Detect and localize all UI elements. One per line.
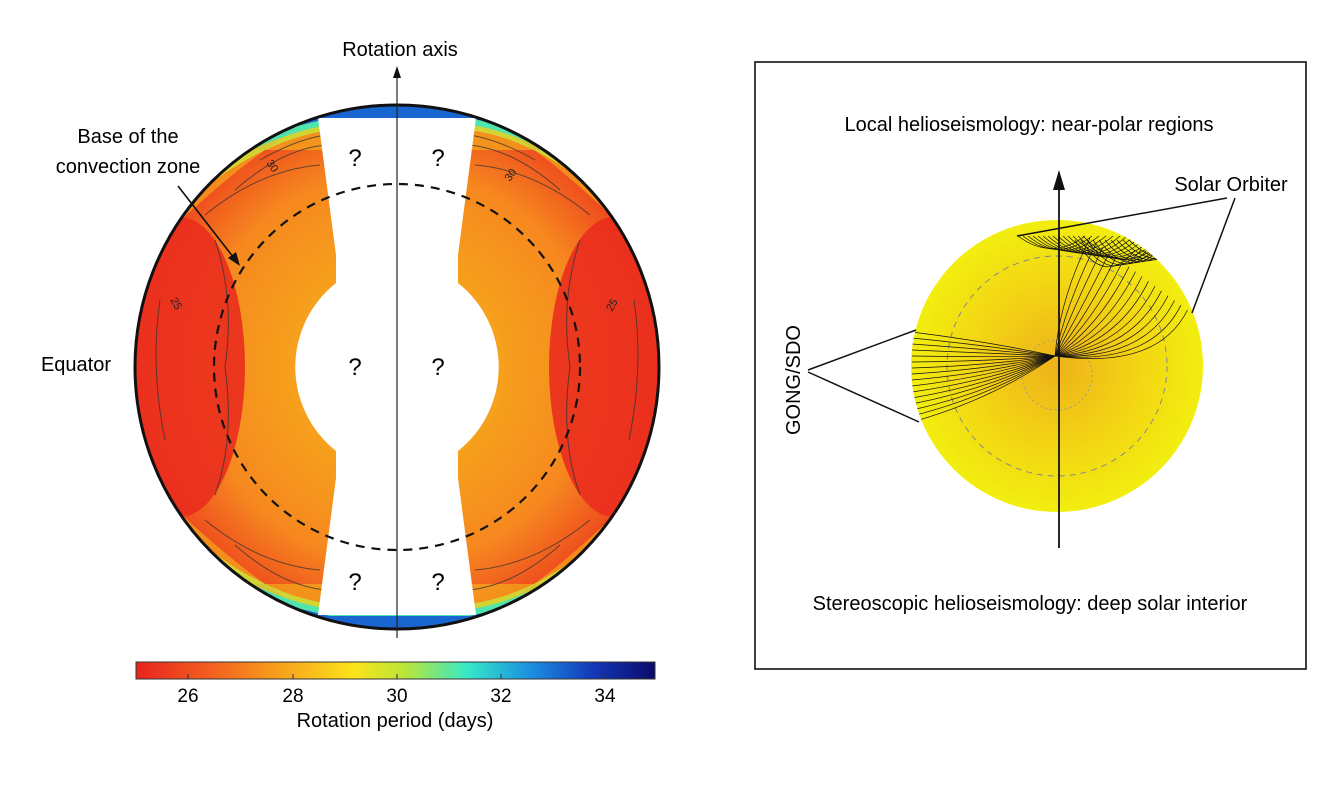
orbiter-ray-path xyxy=(1054,305,1182,358)
rotation-axis-arrowhead xyxy=(393,66,401,78)
contour-lines xyxy=(155,134,639,591)
gong-ray-path xyxy=(911,355,1056,393)
gong-ray-path xyxy=(911,331,1056,357)
contour-label-nw: 30 xyxy=(264,158,281,175)
sun-core-dotted-circle xyxy=(1021,339,1093,411)
gong-ray-path xyxy=(911,343,1056,357)
contour-label-ne: 30 xyxy=(503,167,520,184)
gong-ray-path xyxy=(911,337,1056,357)
gong-ray-path xyxy=(911,355,1056,358)
orbiter-ray-path xyxy=(1054,281,1149,357)
orbiter-ray-path xyxy=(1054,261,1123,357)
contour-label-w: 25 xyxy=(167,296,184,313)
gong-ray-path xyxy=(911,355,1056,375)
rotation-disc xyxy=(133,103,661,631)
gong-ray-path xyxy=(911,355,1056,417)
gong-ray-path xyxy=(911,355,1056,411)
colorbar-ticks xyxy=(187,674,606,679)
unknown-mark-se: ? xyxy=(431,569,444,596)
gong-line-1 xyxy=(807,329,917,371)
colorbar-tick-32: 32 xyxy=(490,686,511,707)
gong-ray-path xyxy=(911,349,1056,357)
unknown-mark-cw: ? xyxy=(348,354,361,381)
unknown-mark-nw: ? xyxy=(348,145,361,172)
colorbar-tick-28: 28 xyxy=(282,686,303,707)
local-helioseismology-text: Local helioseismology: near-polar region… xyxy=(844,114,1213,136)
gong-ray-path xyxy=(911,355,1056,405)
gong-ray-path xyxy=(911,355,1056,423)
orbiter-ray-path xyxy=(1054,300,1175,357)
base-label-line2: convection zone xyxy=(56,156,201,178)
orbiter-ray-path xyxy=(1054,276,1143,357)
colorbar: 26 28 30 32 34 Rotation period (days) xyxy=(135,661,656,732)
gong-line-2 xyxy=(807,371,920,423)
orbiter-ray-path xyxy=(1054,257,1117,357)
sun-inner-dashed-circle xyxy=(946,255,1168,477)
sun-axis-arrowhead xyxy=(1053,170,1065,190)
unknown-mark-ce: ? xyxy=(431,354,444,381)
orbiter-ray-path xyxy=(1054,271,1136,357)
orbiter-ray-path xyxy=(1054,252,1110,357)
gong-ray-path xyxy=(911,355,1056,381)
sun-sphere xyxy=(911,220,1203,512)
orbiter-ray-path xyxy=(1054,309,1188,359)
unknown-mark-ne: ? xyxy=(431,145,444,172)
solar-orbiter-line-2 xyxy=(1191,197,1236,314)
polar-skip-arc xyxy=(1092,239,1154,265)
polar-skip-arc xyxy=(1074,239,1136,267)
gong-ray-path xyxy=(911,355,1056,387)
gong-ray-path xyxy=(911,355,1056,399)
base-label-line1: Base of the xyxy=(77,126,178,148)
colorbar-tick-34: 34 xyxy=(594,686,616,707)
orbiter-ray-path xyxy=(1054,295,1169,357)
colorbar-tick-30: 30 xyxy=(386,686,407,707)
base-pointer-arrowhead xyxy=(228,252,240,266)
contour-label-e: 25 xyxy=(604,297,621,314)
rotation-axis-label: Rotation axis xyxy=(342,39,458,61)
orbiter-ray-path xyxy=(1054,285,1156,357)
solar-orbiter-label: Solar Orbiter xyxy=(1174,174,1288,196)
orbiter-ray-path xyxy=(1054,242,1097,357)
gong-sdo-label: GONG/SDO xyxy=(783,325,805,435)
polar-skip-arc xyxy=(1080,239,1142,267)
sun-disc xyxy=(911,220,1203,512)
unknown-mark-sw: ? xyxy=(348,569,361,596)
gong-ray-path xyxy=(911,355,1056,363)
base-pointer-line xyxy=(177,185,238,263)
equator-label: Equator xyxy=(41,354,111,376)
orbiter-ray-path xyxy=(1054,266,1130,357)
gong-ray-path xyxy=(911,355,1056,369)
colorbar-title: Rotation period (days) xyxy=(297,710,494,732)
stereoscopic-helioseismology-text: Stereoscopic helioseismology: deep solar… xyxy=(813,593,1248,615)
colorbar-gradient xyxy=(135,661,656,680)
orbiter-ray-path xyxy=(1054,290,1162,357)
polar-skip-arc xyxy=(1086,239,1148,266)
solar-orbiter-line-1 xyxy=(1016,197,1228,237)
tachocline-dashed-circle xyxy=(212,182,582,552)
colorbar-tick-26: 26 xyxy=(177,686,198,707)
